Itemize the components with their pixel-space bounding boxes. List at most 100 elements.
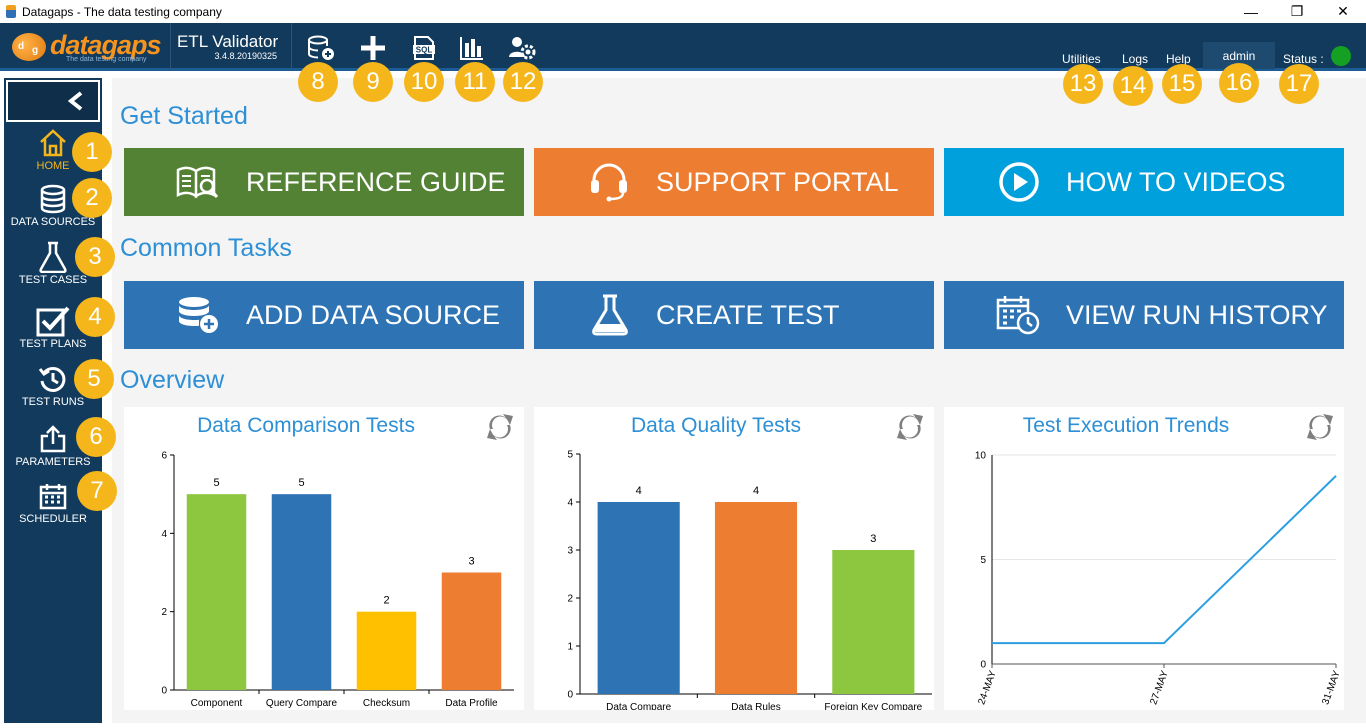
database-icon	[4, 182, 102, 216]
restore-button[interactable]: ❐	[1290, 3, 1304, 19]
y-tick-label: 6	[161, 451, 167, 462]
sql-icon[interactable]: SQL	[410, 35, 438, 61]
callout-17: 17	[1279, 64, 1319, 104]
sidebar-item-scheduler[interactable]: SCHEDULER	[4, 479, 102, 525]
help-link[interactable]: Help	[1166, 52, 1191, 66]
get-started-title: Get Started	[120, 102, 248, 130]
sidebar-collapse-button[interactable]	[6, 80, 100, 122]
window-title-bar: Datagaps - The data testing company — ❐ …	[0, 0, 1366, 23]
callout-3: 3	[75, 237, 115, 277]
x-tick-label: 31-MAY	[1320, 669, 1343, 706]
history-icon	[4, 362, 102, 396]
callout-1: 1	[72, 132, 112, 172]
y-tick-label: 3	[567, 546, 573, 557]
calendar-icon	[4, 479, 102, 513]
product-name: ETL Validator	[177, 32, 279, 51]
reference-guide-tile[interactable]: REFERENCE GUIDE	[124, 148, 524, 216]
datagaps-logo[interactable]: d g datagaps The data testing company	[12, 31, 162, 63]
close-button[interactable]: ✕	[1337, 3, 1349, 19]
callout-16: 16	[1219, 63, 1259, 103]
user-settings-icon[interactable]	[508, 35, 536, 61]
callout-2: 2	[72, 178, 112, 218]
app-icon	[6, 5, 16, 18]
x-tick-label: Component	[191, 698, 243, 709]
refresh-icon[interactable]	[1304, 411, 1336, 443]
y-tick-label: 2	[161, 607, 167, 618]
bar-value-label: 3	[870, 533, 876, 545]
refresh-icon[interactable]	[484, 411, 516, 443]
sidebar-item-test-runs[interactable]: TEST RUNS	[4, 362, 102, 408]
y-tick-label: 4	[567, 498, 573, 509]
sidebar-item-label: TEST PLANS	[19, 338, 87, 350]
bar	[271, 494, 332, 690]
bar	[597, 502, 680, 694]
callout-6: 6	[76, 417, 116, 457]
home-icon	[4, 126, 102, 160]
bar-value-label: 2	[383, 595, 389, 607]
admin-label: admin	[1222, 48, 1256, 63]
x-tick-label: Data Profile	[445, 698, 498, 709]
sidebar-item-label: DATA SOURCES	[10, 216, 96, 228]
data-comparison-chart-card: Data Comparison Tests 0 2 4 6 5 Component 5 Que…	[124, 407, 524, 710]
logo-ball: d g	[12, 33, 46, 61]
bar-value-label: 5	[298, 477, 304, 489]
x-tick-label: Checksum	[363, 698, 410, 709]
reference-guide-label: REFERENCE GUIDE	[246, 166, 506, 197]
utilities-link[interactable]: Utilities	[1062, 52, 1101, 66]
sidebar-item-home[interactable]: HOME	[4, 126, 102, 172]
bar-chart-icon[interactable]	[458, 35, 486, 61]
callout-8: 8	[298, 62, 338, 102]
sidebar-item-parameters[interactable]: PARAMETERS	[4, 422, 102, 468]
status-label: Status :	[1283, 52, 1324, 66]
how-to-videos-tile[interactable]: HOW TO VIDEOS	[944, 148, 1344, 216]
book-search-icon	[148, 148, 220, 216]
callout-10: 10	[404, 62, 444, 102]
callout-4: 4	[75, 297, 115, 337]
callout-7: 7	[77, 471, 117, 511]
chart-title: Test Execution Trends	[1022, 414, 1230, 437]
view-run-history-tile[interactable]: VIEW RUN HISTORY	[944, 281, 1344, 349]
checkbox-icon	[4, 304, 102, 338]
callout-15: 15	[1162, 64, 1202, 104]
test-execution-trends-card: Test Execution Trends 0 5 10 24-MAY 27-MAY 31…	[944, 407, 1344, 710]
view-run-history-label: VIEW RUN HISTORY	[1066, 299, 1328, 330]
sidebar-item-test-cases[interactable]: TEST CASES	[4, 240, 102, 286]
data-quality-bar-chart: 0 1 2 3 4 5 4 Data Compare 4 Data Rules 3 Foreign K…	[567, 450, 932, 710]
callout-5: 5	[74, 359, 114, 399]
y-tick-label: 1	[567, 642, 573, 653]
y-tick-label: 5	[980, 555, 986, 566]
bar	[441, 572, 502, 690]
bar-value-label: 4	[753, 485, 759, 497]
plus-icon[interactable]	[359, 35, 387, 61]
add-data-source-tile[interactable]: ADD DATA SOURCE	[124, 281, 524, 349]
logo-letter-d: d	[18, 41, 25, 52]
sidebar-item-test-plans[interactable]: TEST PLANS	[4, 304, 102, 350]
support-portal-tile[interactable]: SUPPORT PORTAL	[534, 148, 934, 216]
bar	[832, 550, 915, 694]
flask-icon	[4, 240, 102, 274]
create-test-label: CREATE TEST	[656, 299, 840, 330]
bar	[714, 502, 798, 694]
status-indicator	[1331, 46, 1351, 66]
refresh-icon[interactable]	[894, 411, 926, 443]
headset-icon	[558, 148, 630, 216]
add-data-source-label: ADD DATA SOURCE	[246, 299, 501, 330]
y-tick-label: 5	[567, 450, 573, 461]
add-data-source-icon[interactable]	[307, 35, 335, 61]
minimize-button[interactable]: —	[1244, 3, 1258, 20]
bar-value-label: 4	[636, 485, 642, 497]
export-icon	[4, 422, 102, 456]
callout-14: 14	[1113, 66, 1153, 106]
y-tick-label: 0	[980, 660, 986, 671]
callout-12: 12	[503, 62, 543, 102]
y-tick-label: 0	[161, 686, 167, 697]
how-to-videos-label: HOW TO VIDEOS	[1066, 166, 1286, 197]
logo-text: datagaps	[50, 30, 162, 60]
x-tick-label: Query Compare	[266, 698, 338, 709]
product-block: ETL Validator 3.4.8.20190325	[170, 23, 292, 71]
chart-title: Data Comparison Tests	[197, 414, 415, 437]
sidebar-item-data-sources[interactable]: DATA SOURCES	[4, 182, 102, 228]
bar-value-label: 5	[213, 477, 219, 489]
logs-link[interactable]: Logs	[1122, 52, 1149, 66]
create-test-tile[interactable]: CREATE TEST	[534, 281, 934, 349]
